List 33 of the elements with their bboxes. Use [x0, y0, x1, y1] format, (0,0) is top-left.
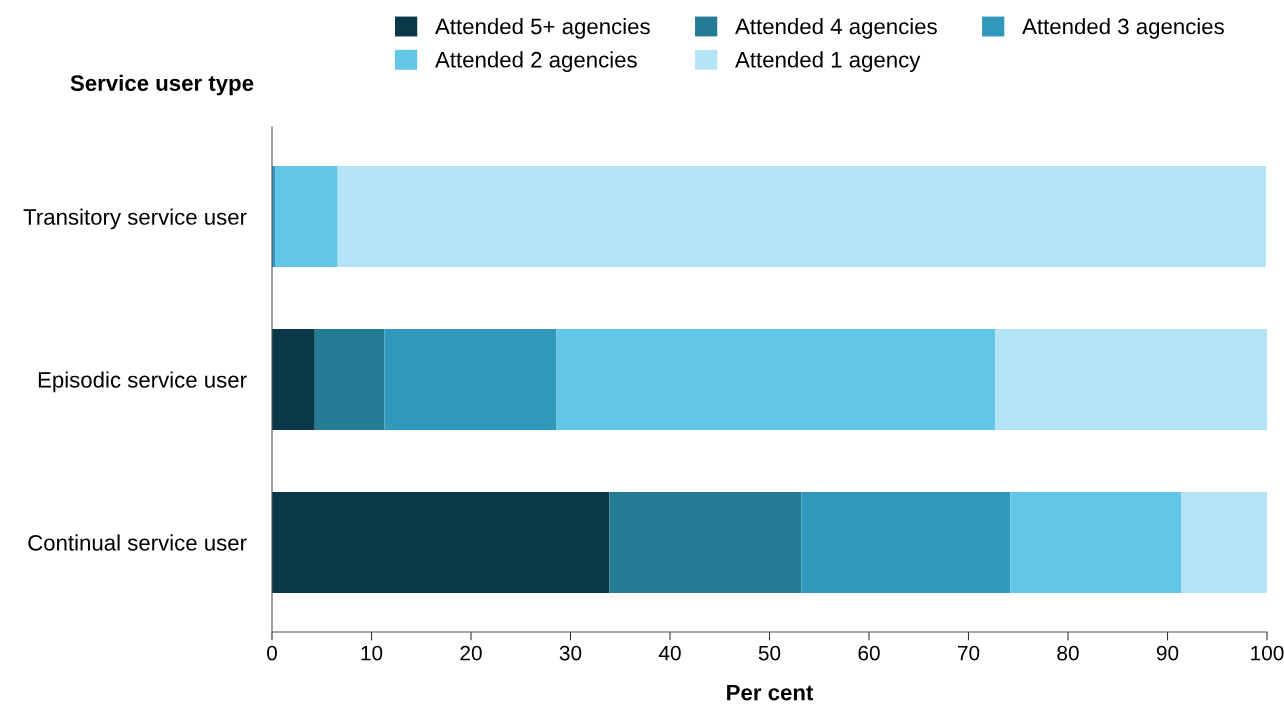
y-tick-label: Episodic service user: [38, 371, 247, 393]
bar: [272, 491, 610, 593]
legend-label: Attended 5+ agencies: [435, 18, 650, 39]
bar: [274, 166, 338, 268]
y-tick-label: Transitory service user: [23, 208, 247, 230]
bar: [314, 329, 385, 430]
x-tick-label: 20: [460, 645, 482, 661]
x-tick-label: 60: [858, 645, 880, 661]
bar: [272, 329, 315, 430]
legend-label: Attended 4 agencies: [735, 18, 937, 39]
x-tick-label: 70: [957, 645, 980, 661]
legend-label: Attended 1 agency: [735, 51, 921, 72]
x-tick-label: 30: [559, 645, 582, 661]
x-tick-label: 50: [758, 645, 781, 661]
x-axis-title: Per cent: [727, 684, 814, 701]
legend-label: Attended 2 agencies: [435, 51, 637, 72]
x-tick-label: 90: [1156, 645, 1179, 661]
bar: [995, 329, 1267, 430]
bar: [609, 491, 802, 593]
y-tick-label: Continual service user: [28, 534, 247, 551]
y-axis-title: Service user type: [70, 74, 254, 96]
bar: [337, 166, 1267, 268]
bar: [1181, 491, 1267, 593]
x-tick-label: 100: [1251, 645, 1284, 661]
bar: [1010, 491, 1182, 593]
x-tick-label: 10: [361, 645, 383, 661]
legend-label: Attended 3 agencies: [1022, 18, 1224, 39]
x-tick-label: 80: [1057, 645, 1079, 661]
x-tick-label: 0: [267, 645, 277, 661]
bar: [556, 329, 996, 430]
x-tick-label: 40: [658, 645, 681, 661]
bar: [801, 491, 1011, 593]
bar: [384, 329, 557, 430]
